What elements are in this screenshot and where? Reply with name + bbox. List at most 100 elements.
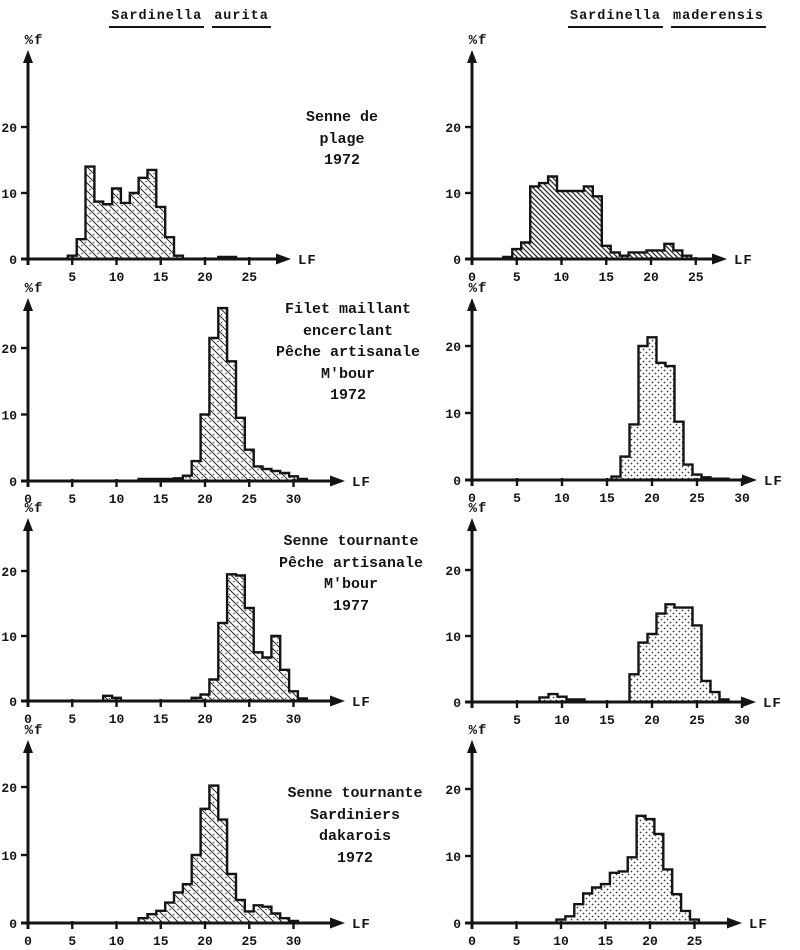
y-tick-label: 20 <box>445 121 461 136</box>
title-word: Sardinella <box>567 9 663 28</box>
x-axis-arrow-icon <box>741 696 756 708</box>
x-tick-label: 15 <box>153 270 169 285</box>
x-tick-label: 25 <box>241 712 257 727</box>
y-axis-label: %f <box>25 501 44 517</box>
right-column-title: Sardinella maderensis <box>563 9 771 28</box>
x-tick-label: 20 <box>642 934 658 949</box>
x-tick-label: 10 <box>109 492 125 507</box>
y-tick-label: 20 <box>1 781 17 796</box>
x-tick-label: 15 <box>599 491 615 506</box>
x-axis-label: LF <box>352 475 371 491</box>
y-tick-label: 20 <box>445 783 461 798</box>
caption-line: Filet maillant <box>284 301 412 318</box>
x-tick-label: 30 <box>734 713 750 728</box>
x-tick-label: 10 <box>109 270 125 285</box>
caption-line: dakarois <box>318 828 391 845</box>
x-tick-label: 30 <box>286 492 302 507</box>
x-tick-label: 15 <box>598 270 614 285</box>
x-tick-label: 0 <box>468 270 476 285</box>
x-axis-label: LF <box>764 474 783 490</box>
x-axis-arrow-icon <box>742 474 757 486</box>
y-axis-arrow-icon <box>23 518 33 531</box>
y-tick-label: 0 <box>9 695 17 710</box>
y-tick-label: 20 <box>1 121 17 136</box>
x-tick-label: 10 <box>553 934 569 949</box>
y-tick-label: 0 <box>453 917 461 932</box>
histogram-bars <box>190 573 308 703</box>
x-axis-arrow-icon <box>712 253 727 265</box>
chart-senne-tournante-mbour-maderensis: 5 10 15 20 25 30 0 10 20 %f LF <box>445 501 780 728</box>
y-tick-label: 0 <box>9 253 17 268</box>
x-tick-label: 5 <box>513 270 521 285</box>
caption-line: Sardiniers <box>309 806 400 824</box>
y-axis-arrow-icon <box>23 50 33 63</box>
chart-filet-maillant-maderensis: 0 5 10 15 20 25 30 0 10 20 %f LF <box>445 281 783 506</box>
row2-caption: Filet maillant encerclant Pêche artisana… <box>255 299 441 407</box>
x-tick-label: 15 <box>599 713 615 728</box>
x-tick-label: 0 <box>468 934 476 949</box>
row4-caption: Senne tournante Sardiniers dakarois 1972 <box>262 783 448 869</box>
x-axis-label: LF <box>352 917 371 933</box>
x-tick-label: 5 <box>68 712 76 727</box>
y-axis-label: %f <box>25 33 44 49</box>
chart-senne-tournante-mbour-aurita: 0 5 10 15 20 25 30 0 10 20 %f LF <box>1 501 371 727</box>
y-tick-label: 0 <box>9 475 17 490</box>
x-axis-arrow-icon <box>727 917 742 929</box>
x-tick-label: 5 <box>513 491 521 506</box>
chart-sardiniers-dakarois-maderensis: 0 5 10 15 20 25 0 10 20 %f LF <box>445 723 768 949</box>
histogram-bars <box>137 784 300 925</box>
x-tick-label: 5 <box>513 713 521 728</box>
y-tick-label: 0 <box>453 253 461 268</box>
y-axis-arrow-icon <box>467 740 477 753</box>
x-tick-label: 0 <box>468 491 476 506</box>
caption-line: Senne de <box>305 109 378 126</box>
caption-line: 1972 <box>329 387 366 404</box>
y-axis-arrow-icon <box>23 298 33 311</box>
x-tick-label: 10 <box>554 491 570 506</box>
x-tick-label: 25 <box>689 491 705 506</box>
caption-line: M'bour <box>323 576 378 593</box>
caption-line: plage <box>319 130 365 148</box>
row3-caption: Senne tournante Pêche artisanale M'bour … <box>258 531 444 617</box>
x-tick-label: 5 <box>513 934 521 949</box>
y-tick-label: 20 <box>445 340 461 355</box>
y-axis-label: %f <box>25 281 44 297</box>
histogram-bars <box>137 306 308 483</box>
y-axis-arrow-icon <box>467 298 477 311</box>
x-tick-label: 25 <box>241 270 257 285</box>
x-tick-label: 10 <box>109 934 125 949</box>
caption-line: encerclant <box>302 322 393 340</box>
y-axis-arrow-icon <box>467 518 477 531</box>
y-axis-label: %f <box>469 281 488 297</box>
x-axis-label: LF <box>352 695 371 711</box>
x-tick-label: 10 <box>109 712 125 727</box>
x-tick-label: 20 <box>197 712 213 727</box>
title-word: Sardinella <box>109 9 205 28</box>
x-axis-arrow-icon <box>330 695 345 707</box>
x-tick-label: 0 <box>24 712 32 727</box>
y-tick-label: 0 <box>453 696 461 711</box>
x-axis-label: LF <box>749 917 768 933</box>
x-tick-label: 25 <box>241 934 257 949</box>
x-tick-label: 30 <box>286 712 302 727</box>
x-tick-label: 20 <box>197 270 213 285</box>
caption-line: 1972 <box>336 849 373 867</box>
histogram-bars <box>610 336 730 482</box>
title-word: maderensis <box>671 9 767 28</box>
y-axis-label: %f <box>469 33 488 49</box>
x-axis-arrow-icon <box>330 475 345 487</box>
y-tick-label: 10 <box>445 850 461 865</box>
y-tick-label: 0 <box>9 917 17 932</box>
x-tick-label: 10 <box>554 713 570 728</box>
x-axis-label: LF <box>298 253 317 269</box>
x-tick-label: 5 <box>68 492 76 507</box>
y-tick-label: 20 <box>1 565 17 580</box>
x-tick-label: 25 <box>689 713 705 728</box>
y-tick-label: 10 <box>445 630 461 645</box>
x-tick-label: 25 <box>687 934 703 949</box>
caption-line: 1977 <box>332 597 369 615</box>
histogram-bars <box>628 603 730 704</box>
left-column-title: Sardinella aurita <box>95 9 285 28</box>
